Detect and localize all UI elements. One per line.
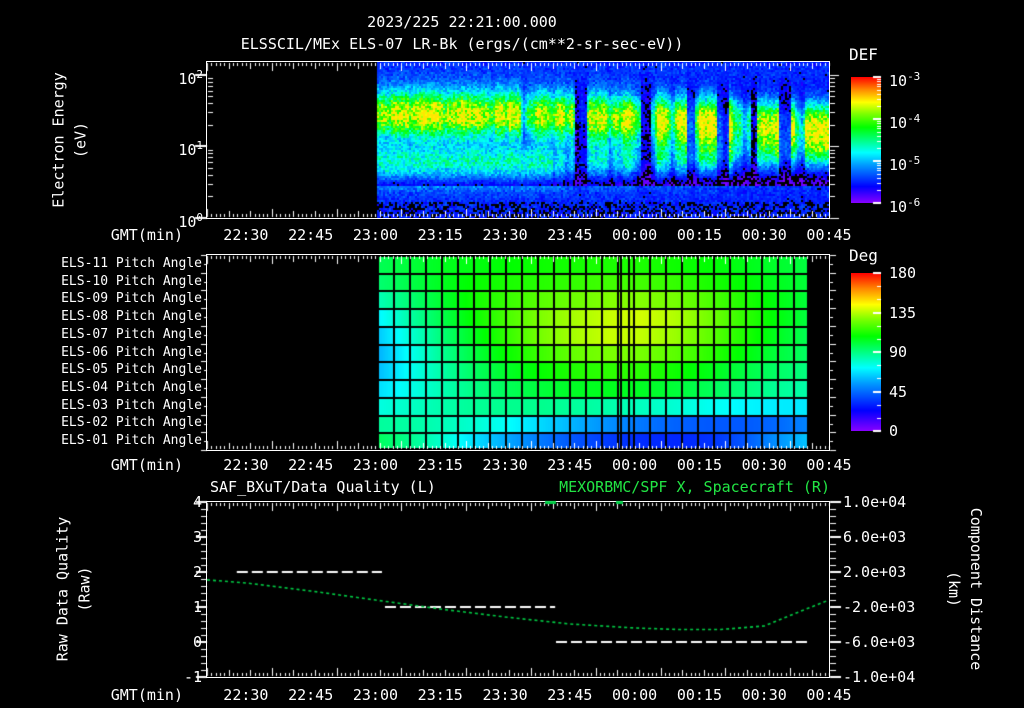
pitch-row-label: ELS-09 Pitch Angle — [61, 291, 202, 307]
def-colorbar-title: DEF — [849, 45, 878, 64]
pitch-row-label: ELS-06 Pitch Angle — [61, 344, 202, 360]
time-tick-label: 00:45 — [806, 226, 852, 244]
spacecraft-series-title: MEXORBMC/SPF X, Spacecraft (R) — [559, 478, 830, 496]
time-tick-label: 22:45 — [288, 456, 334, 474]
pitch-row-label: ELS-11 Pitch Angle — [61, 255, 202, 271]
def-tick-label: 10-3 — [889, 70, 921, 90]
gmt-axis-label-bottom: GMT(min) — [110, 686, 183, 704]
time-tick-label: 23:00 — [352, 226, 399, 244]
time-tick-label: 00:00 — [612, 456, 658, 474]
time-tick-label: 23:15 — [417, 686, 463, 704]
raw-quality-axis-label: Raw Data Quality (Raw) — [53, 516, 93, 662]
time-tick-label: 23:30 — [482, 226, 528, 244]
quality-distance-canvas — [207, 502, 829, 677]
energy-tick-label: 101 — [178, 139, 203, 160]
time-tick-label: 23:45 — [547, 686, 593, 704]
time-tick-label: 22:30 — [223, 456, 269, 474]
energy-tick-label: 100 — [178, 211, 203, 231]
component-distance-axis-label: Component Distance (km) — [945, 507, 985, 671]
pitch-row-label: ELS-03 Pitch Angle — [61, 397, 202, 413]
time-tick-label: 00:30 — [741, 686, 787, 704]
quality-tick-label: 3 — [192, 528, 202, 546]
deg-colorbar — [851, 273, 881, 431]
deg-tick-label: 45 — [889, 382, 908, 401]
quality-tick-label: 2 — [192, 563, 202, 581]
distance-tick-label: 2.0e+03 — [843, 563, 907, 581]
energy-axis-label: Electron Energy (eV) — [49, 72, 89, 208]
def-tick-label: 10-5 — [889, 154, 921, 174]
distance-tick-label: 1.0e+04 — [843, 493, 907, 511]
quality-tick-label: -1 — [183, 668, 202, 686]
time-tick-label: 22:30 — [223, 226, 269, 244]
subtitle: ELSSCIL/MEx ELS-07 LR-Bk (ergs/(cm**2-sr… — [240, 35, 684, 53]
time-tick-label: 22:30 — [223, 686, 269, 704]
def-tick-label: 10-6 — [889, 196, 921, 216]
deg-tick-label: 0 — [889, 422, 899, 440]
distance-tick-label: 6.0e+03 — [843, 528, 907, 546]
time-tick-label: 00:15 — [676, 456, 722, 474]
time-tick-label: 00:15 — [676, 226, 722, 244]
pitch-row-label: ELS-07 Pitch Angle — [61, 326, 202, 342]
time-tick-label: 23:30 — [482, 456, 528, 474]
time-tick-label: 22:45 — [288, 686, 334, 704]
pitch-row-label: ELS-05 Pitch Angle — [61, 362, 202, 378]
def-tick-label: 10-4 — [889, 112, 921, 132]
quality-tick-label: 1 — [192, 598, 202, 616]
time-tick-label: 23:30 — [482, 686, 528, 704]
deg-tick-label: 180 — [889, 264, 917, 282]
pitch-row-label: ELS-04 Pitch Angle — [61, 379, 202, 395]
pitch-row-label: ELS-10 Pitch Angle — [61, 273, 202, 289]
quality-tick-label: 0 — [192, 633, 202, 651]
pitch-row-label: ELS-01 Pitch Angle — [61, 433, 202, 449]
time-tick-label: 23:00 — [352, 456, 399, 474]
time-tick-label: 00:30 — [741, 456, 787, 474]
distance-tick-label: -6.0e+03 — [843, 633, 916, 651]
energy-tick-label: 102 — [178, 67, 203, 88]
gmt-axis-label-top: GMT(min) — [110, 226, 183, 244]
def-colorbar — [851, 77, 881, 203]
time-tick-label: 00:30 — [741, 226, 787, 244]
time-tick-label: 23:45 — [547, 226, 593, 244]
spectrogram-canvas — [207, 62, 829, 218]
distance-tick-label: -1.0e+04 — [843, 668, 916, 686]
deg-tick-label: 135 — [889, 303, 917, 322]
time-tick-label: 23:15 — [417, 226, 463, 244]
time-tick-label: 00:00 — [612, 226, 658, 244]
gmt-axis-label-middle: GMT(min) — [110, 456, 183, 474]
quality-series-title: SAF_BXuT/Data Quality (L) — [210, 478, 436, 496]
time-tick-label: 00:15 — [676, 686, 722, 704]
deg-colorbar-title: Deg — [849, 246, 878, 265]
quality-tick-label: 4 — [192, 493, 202, 511]
time-tick-label: 23:45 — [547, 456, 593, 474]
pitch-row-label: ELS-08 Pitch Angle — [61, 309, 202, 325]
deg-tick-label: 90 — [889, 343, 908, 361]
time-tick-label: 22:45 — [288, 226, 334, 244]
time-tick-label: 00:00 — [612, 686, 658, 704]
distance-tick-label: -2.0e+03 — [843, 598, 916, 616]
pitch-angle-canvas — [207, 255, 829, 450]
pitch-row-label: ELS-02 Pitch Angle — [61, 415, 202, 431]
main-title: 2023/225 22:21:00.000 — [367, 13, 557, 31]
time-tick-label: 23:00 — [352, 686, 399, 704]
time-tick-label: 23:15 — [417, 456, 463, 474]
time-tick-label: 00:45 — [806, 686, 852, 704]
time-tick-label: 00:45 — [806, 456, 852, 474]
